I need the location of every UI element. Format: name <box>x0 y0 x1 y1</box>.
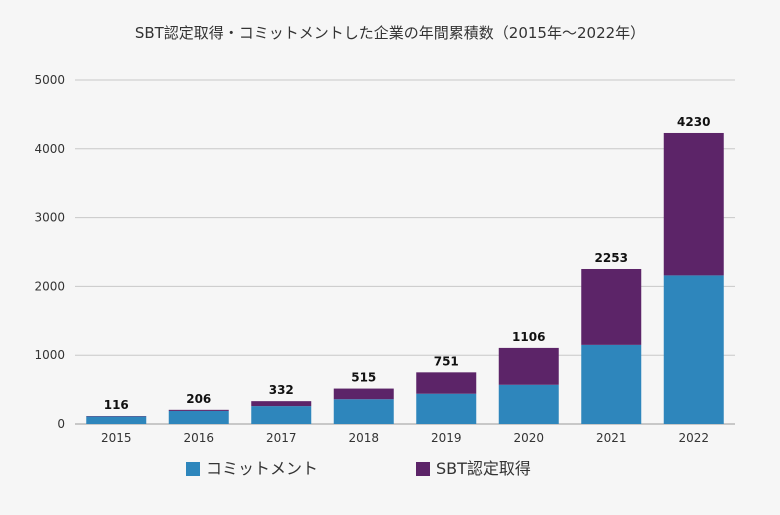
x-tick-label: 2021 <box>596 431 627 445</box>
legend-swatch-sbt <box>416 462 430 476</box>
bar-total-label: 4230 <box>677 115 710 129</box>
bar-commitment-2021 <box>581 344 642 424</box>
bar-commitment-2016 <box>168 410 229 424</box>
legend-swatch-commitment <box>186 462 200 476</box>
x-tick-label: 2018 <box>348 431 379 445</box>
x-tick-label: 2017 <box>266 431 297 445</box>
bar-commitment-2019 <box>416 393 477 424</box>
bar-commitment-2022 <box>663 275 724 424</box>
bar-total-label: 2253 <box>595 251 628 265</box>
y-tick-label: 0 <box>57 417 65 431</box>
bar-commitment-2018 <box>333 399 394 424</box>
legend-label-sbt: SBT認定取得 <box>436 459 531 478</box>
bar-sbt-2018 <box>333 388 394 400</box>
x-tick-label: 2016 <box>183 431 214 445</box>
bar-total-label: 332 <box>269 383 294 397</box>
y-tick-label: 4000 <box>34 142 65 156</box>
x-axis-ticks: 2015 2016 2017 2018 2019 2020 2021 2022 <box>101 431 709 445</box>
chart-title: SBT認定取得・コミットメントした企業の年間累積数（2015年～2022年） <box>135 24 645 42</box>
x-tick-label: 2020 <box>513 431 544 445</box>
bar-total-label: 116 <box>104 398 129 412</box>
y-tick-label: 2000 <box>34 279 65 293</box>
bar-total-label: 751 <box>434 354 459 368</box>
bar-totals: 116 206 332 515 751 1106 2253 4230 <box>104 115 711 412</box>
y-tick-label: 3000 <box>34 211 65 225</box>
bar-commitment-2015 <box>86 416 147 424</box>
x-tick-label: 2015 <box>101 431 132 445</box>
bar-sbt-2020 <box>498 347 559 385</box>
bar-sbt-2021 <box>581 268 642 345</box>
bar-sbt-2016 <box>168 409 229 411</box>
bar-commitment-2020 <box>498 384 559 424</box>
bar-sbt-2019 <box>416 372 477 394</box>
bar-commitment-2017 <box>251 406 312 424</box>
bar-total-label: 206 <box>186 392 211 406</box>
bar-sbt-2017 <box>251 401 312 407</box>
x-tick-label: 2019 <box>431 431 462 445</box>
bar-total-label: 1106 <box>512 330 545 344</box>
legend-label-commitment: コミットメント <box>206 459 318 478</box>
legend: コミットメント SBT認定取得 <box>186 459 531 478</box>
y-tick-label: 5000 <box>34 73 65 87</box>
bars <box>86 132 724 424</box>
y-tick-label: 1000 <box>34 348 65 362</box>
bar-total-label: 515 <box>351 371 376 385</box>
y-axis-ticks: 0 1000 2000 3000 4000 5000 <box>34 73 65 431</box>
bar-sbt-2022 <box>663 132 724 276</box>
x-tick-label: 2022 <box>678 431 709 445</box>
